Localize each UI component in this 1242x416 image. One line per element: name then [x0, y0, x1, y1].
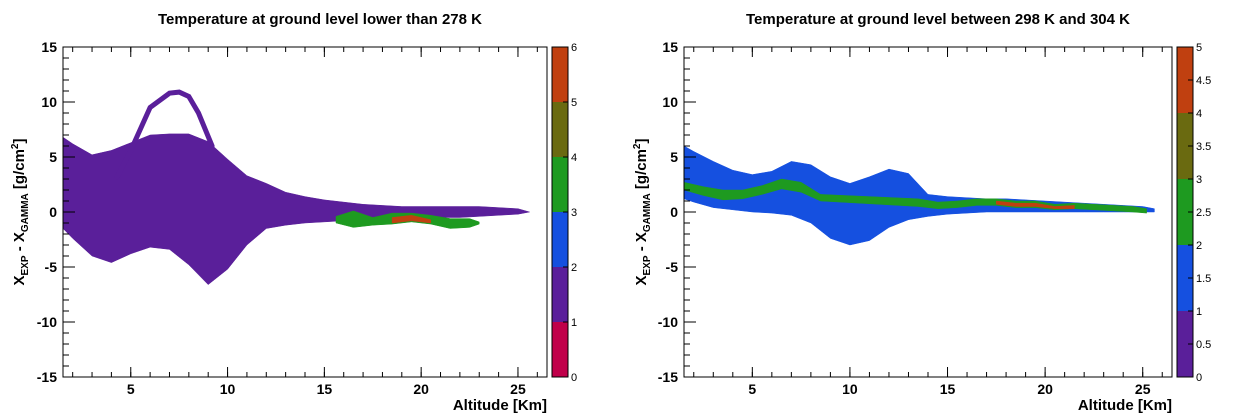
right-x-tick-label: 25	[1135, 381, 1151, 397]
left-colorbar-label: 5	[571, 97, 577, 109]
right-y-tick-label: 10	[662, 94, 678, 110]
right-colorbar-label: 3.5	[1196, 141, 1211, 153]
right-x-tick-label: 20	[1037, 381, 1053, 397]
left-axis-ticks: 5 10 15 20 25 -15 -10 -5 0 5 10 15	[37, 39, 538, 397]
right-x-tick-label: 5	[748, 381, 756, 397]
right-y-axis-label: XEXP - XGAMMA [g/cm2]	[632, 138, 653, 285]
right-colorbar-label: 4.5	[1196, 75, 1211, 87]
left-colorbar-label: 1	[571, 317, 577, 329]
left-colorbar-label: 4	[571, 152, 577, 164]
left-y-tick-label: -5	[45, 259, 58, 275]
right-axis-ticks: 5 10 15 20 25 -15 -10 -5 0 5 10 15	[658, 39, 1163, 397]
left-plot-area	[62, 89, 530, 285]
left-colorbar-label: 2	[571, 262, 577, 274]
left-y-tick-label: -15	[37, 369, 57, 385]
right-plot-area	[683, 145, 1155, 246]
left-colorbar-bin	[552, 157, 568, 212]
left-chart-title: Temperature at ground level lower than 2…	[158, 11, 482, 28]
right-colorbar-label: 1	[1196, 306, 1202, 318]
left-colorbar-label: 3	[571, 207, 577, 219]
right-colorbar-label: 0.5	[1196, 339, 1211, 351]
left-y-tick-label: 10	[41, 94, 57, 110]
right-colorbar-label: 4	[1196, 108, 1202, 120]
right-y-tick-label: -10	[658, 314, 678, 330]
right-panel: Temperature at ground level between 298 …	[632, 11, 1211, 414]
right-y-tick-label: -15	[658, 369, 678, 385]
left-region-level-5	[391, 215, 432, 224]
right-x-axis-label: Altitude [Km]	[1078, 397, 1172, 414]
left-y-axis-label: XEXP - XGAMMA [g/cm2]	[10, 138, 31, 285]
right-colorbar-label: 3	[1196, 174, 1202, 186]
right-y-tick-label: -5	[666, 259, 679, 275]
right-colorbar-bin	[1177, 311, 1193, 377]
left-colorbar-bin	[552, 47, 568, 102]
right-colorbar-label: 2.5	[1196, 207, 1211, 219]
left-colorbar-bin	[552, 102, 568, 157]
right-region-level-5	[996, 200, 1075, 209]
right-y-tick-label: 15	[662, 39, 678, 55]
right-region-level-2	[683, 145, 1155, 246]
left-colorbar-label: 6	[571, 42, 577, 54]
left-x-axis-label: Altitude [Km]	[453, 397, 547, 414]
right-colorbar-label: 5	[1196, 42, 1202, 54]
left-y-tick-label: -10	[37, 314, 57, 330]
left-colorbar-bin	[552, 322, 568, 377]
left-y-tick-label: 0	[49, 204, 57, 220]
left-y-tick-label: 5	[49, 149, 57, 165]
left-colorbar-bin	[552, 212, 568, 267]
left-x-tick-label: 20	[413, 381, 429, 397]
left-colorbar-bin	[552, 267, 568, 322]
right-colorbar-bin	[1177, 179, 1193, 245]
right-colorbar: 0 0.5 1 1.5 2 2.5 3 3.5 4 4.5 5	[1176, 42, 1211, 384]
left-x-tick-label: 10	[220, 381, 236, 397]
left-x-tick-label: 5	[127, 381, 135, 397]
right-colorbar-label: 1.5	[1196, 273, 1211, 285]
left-ridge-level-1	[114, 89, 215, 180]
left-x-tick-label: 25	[510, 381, 526, 397]
right-y-tick-label: 0	[670, 204, 678, 220]
right-x-tick-label: 10	[842, 381, 858, 397]
left-colorbar-label: 0	[571, 372, 577, 384]
right-x-tick-label: 15	[940, 381, 956, 397]
right-colorbar-label: 2	[1196, 240, 1202, 252]
right-chart-title: Temperature at ground level between 298 …	[746, 11, 1130, 28]
left-x-tick-label: 15	[317, 381, 333, 397]
left-panel: Temperature at ground level lower than 2…	[10, 11, 577, 414]
right-y-tick-label: 5	[670, 149, 678, 165]
left-y-tick-label: 15	[41, 39, 57, 55]
right-colorbar-bin	[1177, 245, 1193, 311]
right-colorbar-bin	[1177, 47, 1193, 113]
right-colorbar-bin	[1177, 113, 1193, 179]
right-colorbar-label: 0	[1196, 372, 1202, 384]
left-colorbar: 0 1 2 3 4 5 6	[551, 42, 577, 384]
left-region-level-1	[62, 133, 530, 285]
